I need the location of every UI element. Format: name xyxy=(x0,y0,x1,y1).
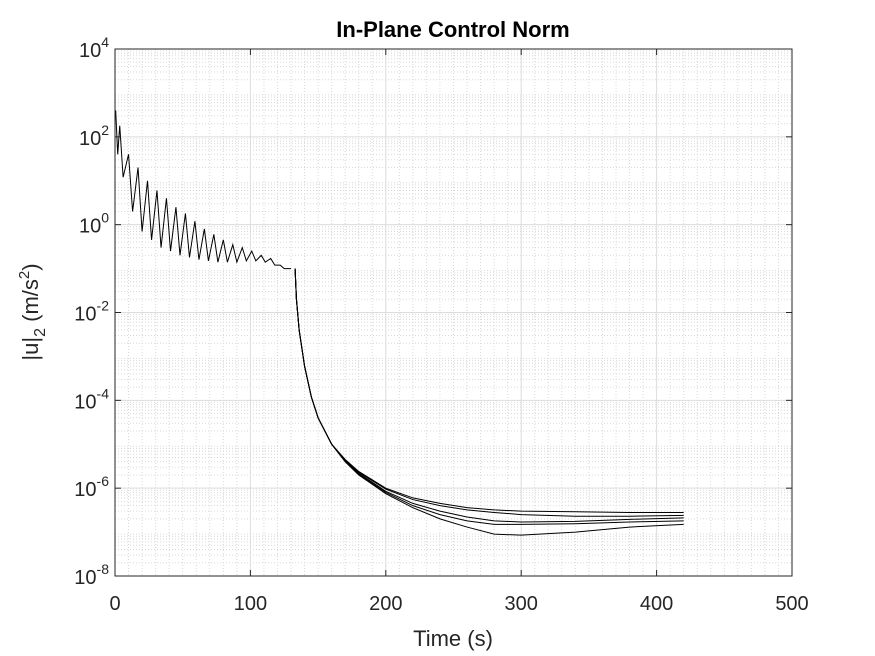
y-tick-label: 10-4 xyxy=(74,385,109,413)
y-tick-label: 10-8 xyxy=(74,561,109,589)
y-axis-label-unit-superscript: 2 xyxy=(16,271,33,279)
y-axis-label-subscript: 2 xyxy=(32,328,49,337)
x-tick-labels: 0 100 200 300 400 500 xyxy=(109,593,808,615)
series-line-5 xyxy=(294,268,684,536)
x-tick-label: 500 xyxy=(775,593,808,615)
y-tick-labels: 10-8 10-6 10-4 10-2 100 102 104 xyxy=(74,34,109,589)
x-tick-label: 100 xyxy=(234,593,267,615)
x-tick-label: 200 xyxy=(369,593,402,615)
y-axis-label: |u|2 (m/s2) xyxy=(16,263,49,360)
y-tick-label: 10-6 xyxy=(74,473,109,501)
oscillation-line xyxy=(115,110,292,270)
x-tick-label: 300 xyxy=(505,593,538,615)
chart-title: In-Plane Control Norm xyxy=(336,17,569,42)
x-tick-label: 0 xyxy=(109,593,120,615)
y-axis-label-unit-close: ) xyxy=(18,263,43,270)
x-axis-label: Time (s) xyxy=(413,626,493,651)
y-tick-label: 100 xyxy=(79,210,109,238)
y-tick-label: 104 xyxy=(79,34,109,62)
axis-ticks xyxy=(114,48,793,577)
series-group xyxy=(115,110,684,536)
y-tick-label: 102 xyxy=(79,122,109,150)
y-axis-label-base: |u| xyxy=(18,337,43,361)
y-axis-label-unit-open: (m/s xyxy=(18,279,43,328)
x-tick-label: 400 xyxy=(640,593,673,615)
y-tick-label: 10-2 xyxy=(74,298,109,326)
